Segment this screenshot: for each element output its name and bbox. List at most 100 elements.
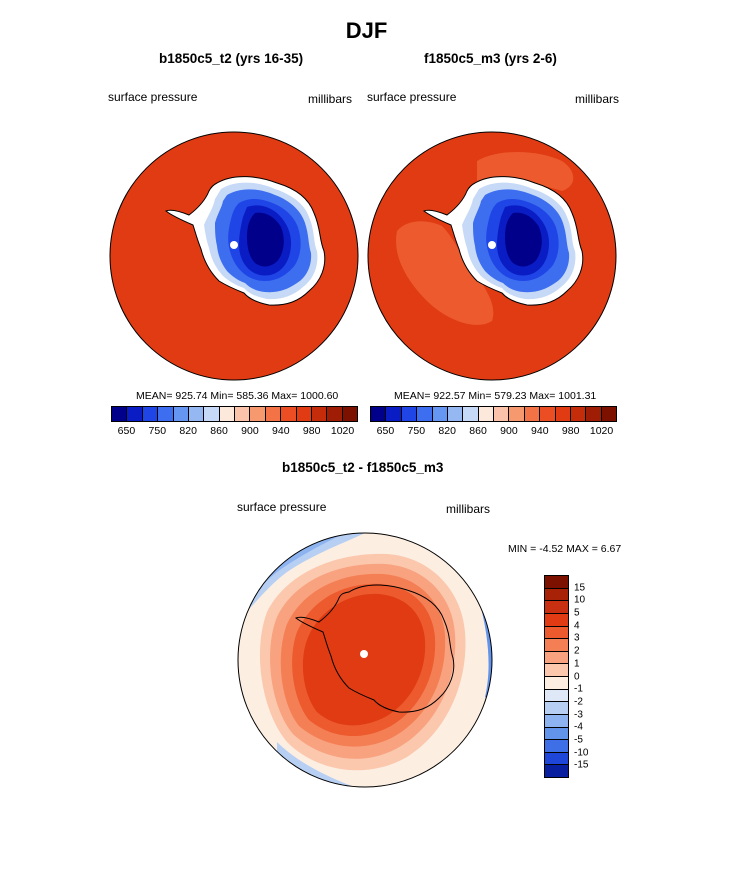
panel-3-contour-5: [302, 593, 426, 726]
colorbar-tick-label: 860: [210, 425, 228, 437]
colorbar-swatch: [127, 407, 143, 421]
colorbar-tick-label: 900: [241, 425, 259, 437]
colorbar-tick-label: -2: [574, 696, 583, 708]
colorbar-tick-label: -4: [574, 721, 583, 733]
colorbar-swatch: [540, 407, 556, 421]
colorbar-swatch: [250, 407, 266, 421]
main-title: DJF: [345, 18, 388, 43]
colorbar-swatch: [204, 407, 220, 421]
colorbar-tick-label: 4: [574, 620, 580, 632]
panel-1-map-border: [109, 131, 359, 381]
colorbar-swatch: [545, 689, 568, 703]
colorbar-swatch: [545, 702, 568, 715]
colorbar-swatch: [601, 407, 616, 421]
panel-3-map-border: [237, 532, 493, 788]
colorbar-swatch: [545, 626, 568, 640]
panel-1-map: [109, 131, 359, 381]
panel-1-coastline: [165, 176, 326, 306]
colorbar-tick-label: 820: [438, 425, 456, 437]
colorbar-swatch: [142, 407, 159, 421]
colorbar-swatch: [432, 407, 448, 421]
colorbar-swatch: [235, 407, 251, 421]
colorbar-swatch: [555, 407, 571, 421]
colorbar-swatch: [545, 601, 568, 614]
panel-3-map: [237, 532, 493, 788]
colorbar-tick-label: -1: [574, 683, 583, 695]
colorbar-swatch: [463, 407, 479, 421]
panel-3-stats: MIN = -4.52 MAX = 6.67: [508, 543, 622, 555]
panel-2-map: [367, 131, 617, 381]
panel-2-lighter-patch-1: [396, 221, 494, 325]
panel-3-pole-marker: [360, 650, 368, 658]
colorbar-tick-label: 900: [500, 425, 518, 437]
colorbar-swatch: [281, 407, 297, 421]
colorbar-tick-label: 10: [574, 594, 586, 606]
colorbar-swatch: [386, 407, 402, 421]
colorbar-swatch: [545, 714, 568, 728]
panel-1-colorbar-labels: 650 750 820 860 900 940 980 1020: [111, 425, 358, 439]
colorbar-swatch: [296, 407, 312, 421]
panel-3-right-label: millibars: [446, 502, 491, 516]
colorbar-swatch: [545, 639, 568, 652]
colorbar-tick-label: -10: [574, 747, 589, 759]
colorbar-swatch: [158, 407, 174, 421]
panel-1-contour-5: [247, 212, 284, 267]
colorbar-swatch: [545, 765, 568, 777]
colorbar-swatch: [265, 407, 282, 421]
panel-2-colorbar-labels: 650 750 820 860 900 940 980 1020: [370, 425, 617, 439]
panel-3-colorbar: [544, 575, 569, 778]
panel-2-left-label: surface pressure: [367, 90, 457, 104]
colorbar-swatch: [112, 407, 128, 421]
panel-2-title: f1850c5_m3 (yrs 2-6): [424, 51, 557, 66]
panel-2-contour-5: [505, 212, 542, 267]
colorbar-tick-label: 820: [179, 425, 197, 437]
colorbar-swatch: [311, 407, 328, 421]
colorbar-tick-label: 0: [574, 671, 580, 682]
colorbar-swatch: [327, 407, 343, 421]
colorbar-swatch: [401, 407, 418, 421]
colorbar-tick-label: 3: [574, 632, 580, 644]
colorbar-swatch: [173, 407, 189, 421]
panel-2-coastline: [423, 176, 584, 306]
panel-1-colorbar: [111, 406, 358, 422]
colorbar-tick-label: 1020: [589, 425, 614, 437]
colorbar-swatch: [524, 407, 541, 421]
colorbar-tick-label: 15: [574, 582, 586, 594]
panel-3-coastline: [295, 584, 455, 713]
colorbar-tick-label: 1: [574, 658, 580, 670]
colorbar-swatch: [570, 407, 587, 421]
colorbar-swatch: [545, 752, 568, 766]
panel-1-right-label: millibars: [308, 92, 353, 106]
colorbar-tick-label: -15: [574, 759, 589, 771]
colorbar-swatch: [494, 407, 510, 421]
panel-2-pole-marker: [488, 241, 496, 249]
colorbar-tick-label: 650: [376, 425, 395, 437]
panel-2-colorbar: [370, 406, 617, 422]
panel-3-title: b1850c5_t2 - f1850c5_m3: [282, 460, 444, 475]
colorbar-swatch: [545, 613, 568, 627]
colorbar-swatch: [447, 407, 464, 421]
colorbar-swatch: [586, 407, 602, 421]
colorbar-swatch: [371, 407, 387, 421]
colorbar-swatch: [545, 740, 568, 753]
colorbar-tick-label: 980: [561, 425, 580, 437]
colorbar-tick-label: -3: [574, 709, 583, 721]
colorbar-swatch: [545, 576, 568, 589]
panel-1-stats: MEAN= 925.74 Min= 585.36 Max= 1000.60: [136, 390, 339, 402]
colorbar-tick-label: 940: [272, 425, 290, 437]
colorbar-swatch: [417, 407, 433, 421]
colorbar-swatch: [188, 407, 205, 421]
panel-2-map-border: [367, 131, 617, 381]
colorbar-tick-label: -5: [574, 734, 583, 746]
panel-2-right-label: millibars: [575, 92, 620, 106]
colorbar-tick-label: 1020: [330, 425, 355, 437]
panel-1-left-label: surface pressure: [108, 90, 198, 104]
colorbar-swatch: [509, 407, 525, 421]
colorbar-swatch: [545, 651, 568, 665]
colorbar-tick-label: 750: [407, 425, 426, 437]
panel-3-colorbar-labels: 15 10 5 4 3 2 1 0 -1 -2 -3 -4 -5 -10 -15: [574, 575, 614, 778]
colorbar-swatch: [342, 407, 357, 421]
colorbar-swatch: [545, 677, 568, 690]
colorbar-tick-label: 980: [302, 425, 321, 437]
panel-3-left-label: surface pressure: [237, 500, 327, 514]
